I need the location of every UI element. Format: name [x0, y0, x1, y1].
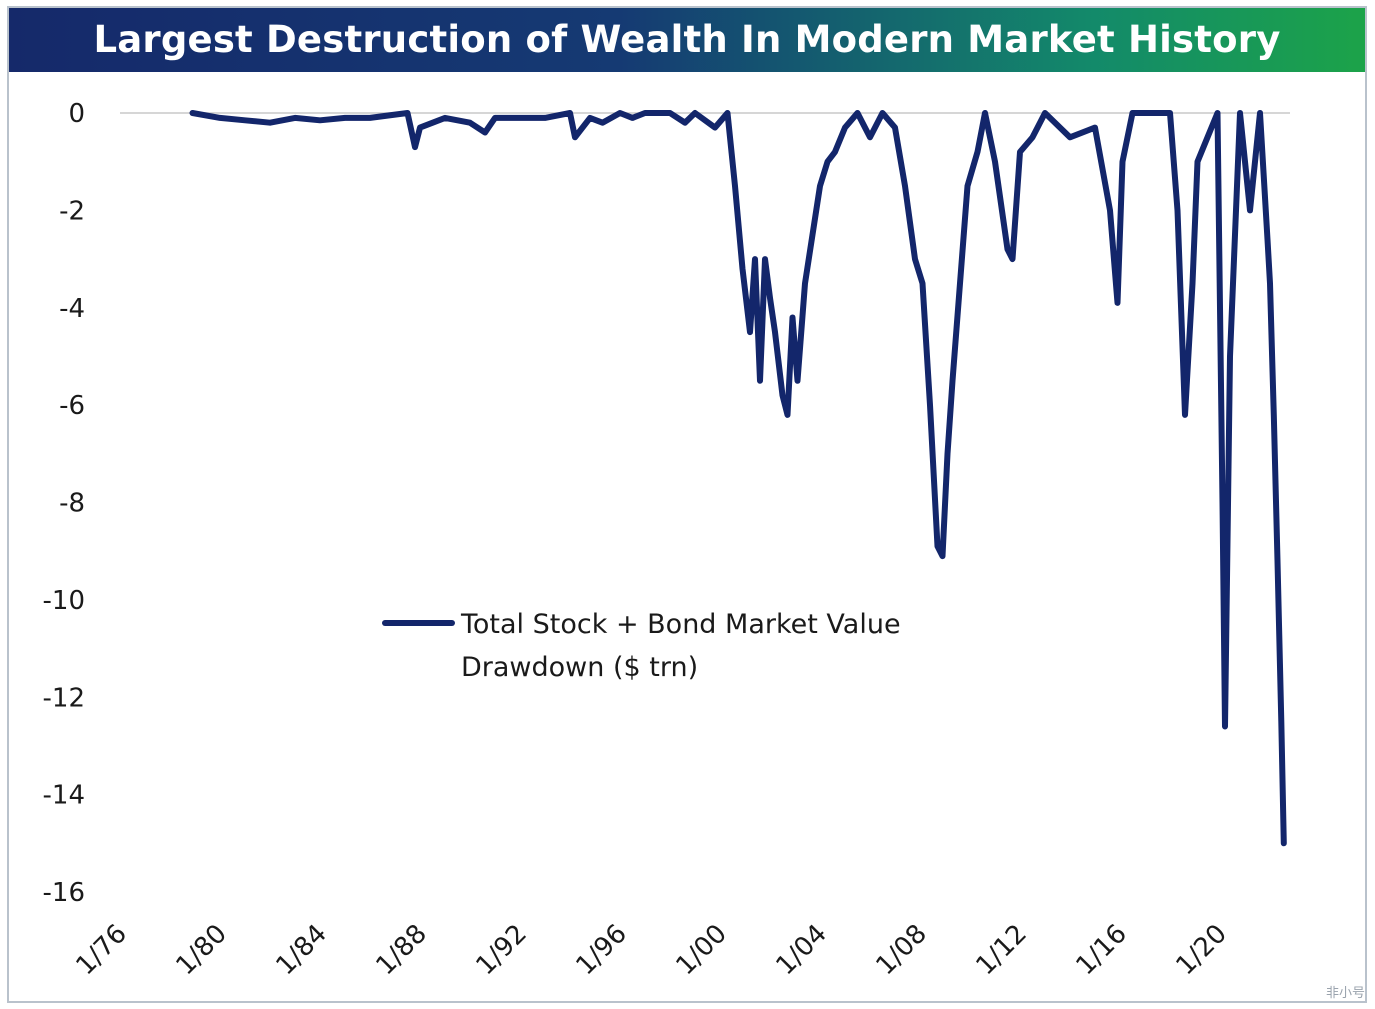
legend: Total Stock + Bond Market Value Drawdown …	[382, 609, 901, 683]
x-tick-label: 1/80	[170, 919, 233, 982]
x-tick-label: 1/88	[370, 919, 433, 982]
x-tick-label: 1/92	[470, 919, 533, 982]
watermark: 非小号	[1325, 986, 1365, 1001]
chart-title: Largest Destruction of Wealth In Modern …	[93, 18, 1281, 61]
x-tick-label: 1/04	[770, 919, 833, 982]
y-tick-label: -14	[43, 781, 85, 811]
x-tick-label: 1/20	[1170, 919, 1233, 982]
y-tick-label: -10	[43, 586, 85, 616]
y-tick-label: -4	[59, 294, 85, 324]
x-tick-label: 1/96	[570, 919, 633, 982]
x-tick-label: 1/84	[270, 919, 333, 982]
y-tick-label: -6	[59, 391, 85, 421]
title-bar: Largest Destruction of Wealth In Modern …	[9, 8, 1365, 72]
legend-label-line-2: Drawdown ($ trn)	[461, 652, 698, 683]
legend-label-line-1: Total Stock + Bond Market Value	[460, 609, 901, 640]
series-line	[189, 110, 1287, 847]
x-tick-label: 1/16	[1070, 919, 1133, 982]
y-tick-label: -12	[43, 683, 85, 713]
x-tick-label: 1/00	[670, 919, 733, 982]
x-tick-label: 1/76	[70, 919, 133, 982]
chart-frame	[7, 6, 1367, 1003]
y-tick-label: -8	[59, 489, 85, 519]
y-tick-label: -2	[59, 196, 85, 226]
x-tick-label: 1/12	[970, 919, 1033, 982]
y-tick-label: -16	[43, 878, 85, 908]
y-tick-label: 0	[68, 99, 85, 129]
x-tick-label: 1/08	[870, 919, 933, 982]
